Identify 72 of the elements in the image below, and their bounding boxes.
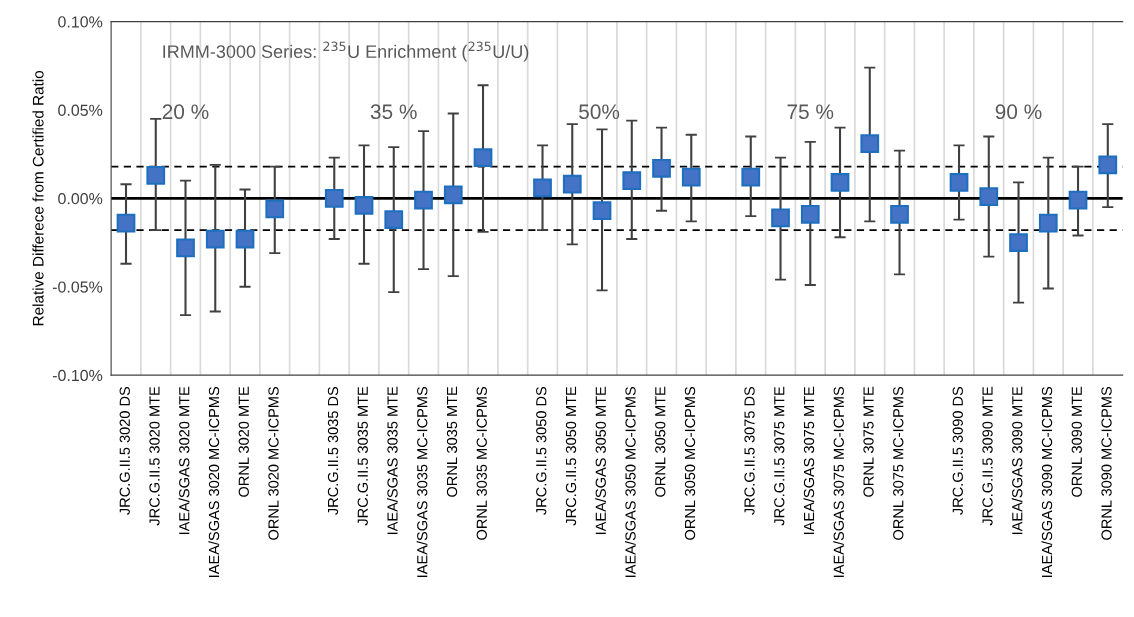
x-tick-label: IAEA/SGAS 3090 MTE <box>1011 386 1023 535</box>
annotation: 75 % <box>787 104 834 120</box>
point <box>324 188 344 208</box>
point <box>1068 190 1088 210</box>
x-tick-label: ORNL 3075 MTE <box>863 386 874 497</box>
x-tick-label: ORNL 3035 MTE <box>446 386 458 497</box>
x-tick-label: JRC.G.II.5 3020 DS <box>119 386 130 515</box>
x-tick-label: IAEA/SGAS 3050 MTE <box>595 386 606 535</box>
x-tick-label: ORNL 3050 MC-ICPMS <box>684 386 696 540</box>
point <box>890 204 909 224</box>
x-tick-label: JRC.G.II.5 3050 DS <box>536 386 547 515</box>
point <box>414 190 433 210</box>
y-tick-label: -0.10% <box>52 369 103 382</box>
point <box>384 210 404 229</box>
point <box>979 187 999 206</box>
x-tick-label: JRC.G.II.5 3090 DS <box>952 386 963 515</box>
annotation: 90 % <box>995 104 1042 120</box>
point <box>116 213 136 233</box>
point <box>681 167 701 187</box>
y-tick-label: 0.00% <box>58 193 103 205</box>
x-tick-label: IAEA/SGAS 3035 MC-ICPMS <box>416 386 428 577</box>
point <box>860 134 880 153</box>
x-tick-label: JRC.G.II.5 3090 MTE <box>982 386 993 526</box>
point <box>176 238 195 258</box>
x-tick-label: IAEA/SGAS 3020 MC-ICPMS <box>208 386 220 577</box>
point <box>235 229 255 249</box>
x-tick-label: JRC.G.II.5 3050 MTE <box>565 386 577 526</box>
point <box>949 173 969 192</box>
point <box>562 174 582 194</box>
x-tick-label: JRC.G.II.5 3020 MTE <box>149 386 160 526</box>
y-tick-label: 0.10% <box>58 16 103 28</box>
x-tick-label: IAEA/SGAS 3075 MC-ICPMS <box>833 386 844 577</box>
annotation: 50% <box>579 104 620 120</box>
x-tick-label: ORNL 3090 MC-ICPMS <box>1101 386 1112 540</box>
point <box>146 166 166 185</box>
annotation: IRMM-3000 Series: $^{235}$U Enrichment ($^{235}$U/U) <box>163 41 529 62</box>
x-tick-label: ORNL 3035 MC-ICPMS <box>476 386 487 540</box>
x-tick-label: JRC.G.II.5 3035 MTE <box>357 386 368 526</box>
x-tick-label: ORNL 3075 MC-ICPMS <box>893 386 904 540</box>
point <box>652 158 671 178</box>
annotation: 20 % <box>162 104 209 120</box>
point <box>800 204 820 224</box>
x-tick-label: IAEA/SGAS 3035 MTE <box>386 386 398 535</box>
point <box>354 196 374 215</box>
point <box>1098 155 1118 175</box>
x-tick-label: JRC.G.II.5 3075 MTE <box>774 386 785 526</box>
y-tick-label: -0.05% <box>52 281 103 293</box>
point <box>265 199 285 219</box>
annotation: 35 % <box>370 104 417 120</box>
x-tick-label: ORNL 3020 MC-ICPMS <box>268 386 279 540</box>
x-tick-label: IAEA/SGAS 3050 MC-ICPMS <box>624 386 636 577</box>
x-tick-label: JRC.G.II.5 3035 DS <box>327 386 339 515</box>
point <box>741 167 761 187</box>
point <box>533 178 552 198</box>
point <box>622 171 642 191</box>
point <box>1038 213 1058 233</box>
y-axis-title: Relative Differece from Certified Ratio <box>32 70 44 326</box>
point <box>771 208 790 228</box>
point <box>473 148 493 168</box>
point <box>592 201 612 221</box>
point <box>1009 233 1028 252</box>
x-tick-label: ORNL 3050 MTE <box>655 386 666 497</box>
x-tick-label: ORNL 3090 MTE <box>1071 386 1082 497</box>
x-tick-label: IAEA/SGAS 3075 MTE <box>803 386 815 535</box>
x-tick-label: IAEA/SGAS 3020 MTE <box>178 386 190 535</box>
x-tick-label: IAEA/SGAS 3090 MC-ICPMS <box>1041 386 1053 577</box>
point <box>830 173 850 192</box>
x-tick-label: JRC.G.II.5 3075 DS <box>744 386 755 515</box>
x-tick-label: ORNL 3020 MTE <box>238 386 249 497</box>
point <box>443 185 463 205</box>
y-tick-label: 0.05% <box>58 104 103 116</box>
point <box>205 229 225 249</box>
